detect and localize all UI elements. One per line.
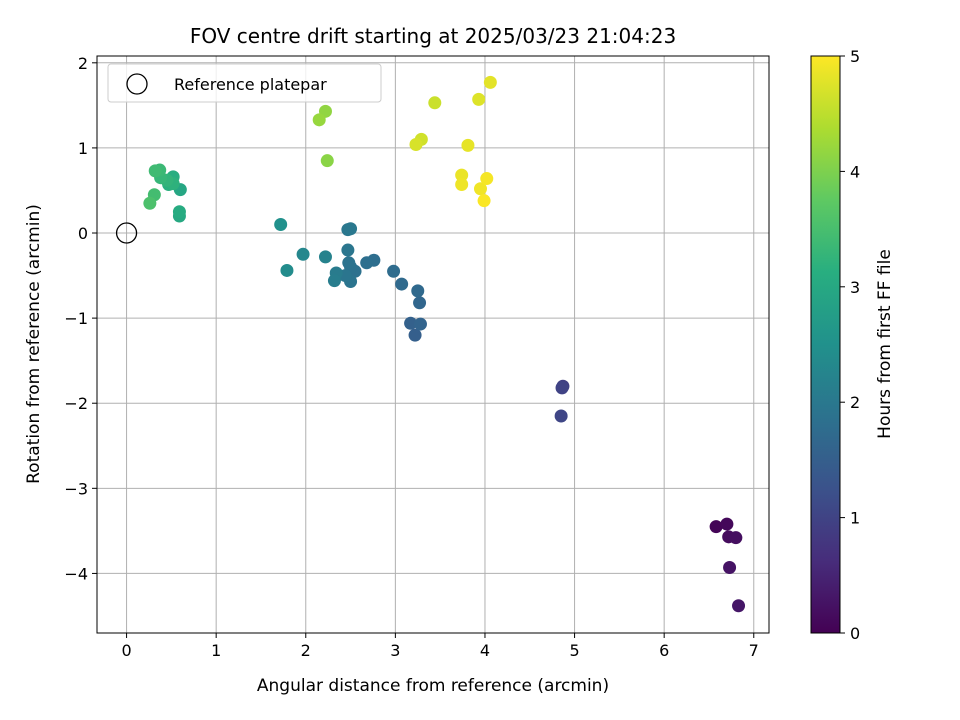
colorbar-frame — [810, 55, 841, 634]
colorbar-tick-label: 2 — [850, 393, 860, 412]
data-point — [409, 138, 423, 152]
y-axis-label: Rotation from reference (arcmin) — [24, 204, 44, 484]
data-point — [720, 517, 734, 531]
colorbar-ticks: 0 1 2 3 4 5 — [840, 47, 860, 643]
data-point — [395, 277, 409, 291]
x-axis-label: Angular distance from reference (arcmin) — [257, 676, 609, 696]
y-tick-label: −3 — [64, 479, 88, 498]
x-tick-label: 4 — [480, 641, 490, 660]
data-point — [455, 168, 469, 182]
data-point — [344, 222, 358, 236]
x-tick-label: 6 — [659, 641, 669, 660]
chart-title: FOV centre drift starting at 2025/03/23 … — [190, 24, 676, 48]
y-axis-ticks: −4 −3 −2 −1 0 1 2 — [64, 54, 97, 583]
x-tick-label: 5 — [569, 641, 579, 660]
data-point — [723, 560, 737, 574]
colorbar-tick-label: 3 — [850, 278, 860, 297]
y-tick-label: −4 — [64, 564, 88, 583]
y-tick-label: 1 — [78, 139, 88, 158]
legend-box — [107, 63, 382, 103]
data-point — [461, 138, 475, 152]
colorbar-gradient — [811, 56, 840, 633]
x-tick-label: 3 — [390, 641, 400, 660]
data-point — [455, 178, 469, 192]
data-point — [477, 194, 491, 208]
colorbar-tick-label: 0 — [850, 624, 860, 643]
legend-marker-open-circle — [126, 73, 148, 95]
data-point — [342, 256, 356, 270]
x-tick-label: 2 — [301, 641, 311, 660]
data-point — [360, 256, 374, 270]
x-axis-ticks: 0 1 2 3 4 5 6 7 — [121, 633, 759, 660]
plot-frame — [96, 55, 770, 634]
data-point — [320, 154, 334, 168]
plot-background — [97, 56, 769, 633]
data-point — [473, 182, 487, 196]
data-point — [732, 599, 746, 613]
data-point — [274, 218, 288, 232]
data-point — [413, 317, 427, 331]
data-point — [411, 284, 425, 298]
x-tick-label: 0 — [121, 641, 131, 660]
y-tick-label: 0 — [78, 224, 88, 243]
grid-lines — [97, 56, 769, 633]
y-tick-label: 2 — [78, 54, 88, 73]
data-point — [296, 247, 310, 261]
colorbar-tick-label: 1 — [850, 509, 860, 528]
reference-point-group — [115, 222, 138, 244]
data-point — [280, 263, 294, 277]
data-point — [709, 520, 723, 534]
colorbar-label: Hours from first FF file — [875, 249, 895, 439]
data-point — [413, 296, 427, 310]
legend-label-reference-platepar: Reference platepar — [174, 75, 327, 94]
x-tick-label: 7 — [749, 641, 759, 660]
y-tick-label: −1 — [64, 309, 88, 328]
data-point — [148, 164, 162, 178]
reference-platepar-marker — [115, 222, 138, 244]
data-point — [480, 172, 494, 186]
data-point — [341, 243, 355, 257]
data-point — [555, 381, 569, 395]
colorbar-tick-label: 5 — [850, 47, 860, 66]
data-point — [312, 113, 326, 127]
data-point — [404, 316, 418, 330]
plot-area: 0 1 2 3 4 5 6 7 −4 −3 −2 −1 0 1 2 — [64, 54, 770, 660]
data-point — [729, 531, 743, 545]
data-point — [554, 409, 568, 423]
data-points — [143, 75, 746, 613]
colorbar: 0 1 2 3 4 5 Hours from first FF file — [810, 47, 895, 643]
data-point — [143, 196, 157, 210]
data-point — [472, 92, 486, 106]
colorbar-tick-label: 4 — [850, 162, 860, 181]
data-point — [327, 274, 341, 288]
y-tick-label: −2 — [64, 394, 88, 413]
data-point — [428, 96, 442, 110]
legend: Reference platepar — [107, 63, 382, 103]
x-tick-label: 1 — [211, 641, 221, 660]
data-point — [408, 328, 422, 342]
data-point — [318, 250, 332, 264]
data-point — [387, 264, 401, 278]
data-point — [483, 75, 497, 89]
data-point — [172, 205, 186, 219]
